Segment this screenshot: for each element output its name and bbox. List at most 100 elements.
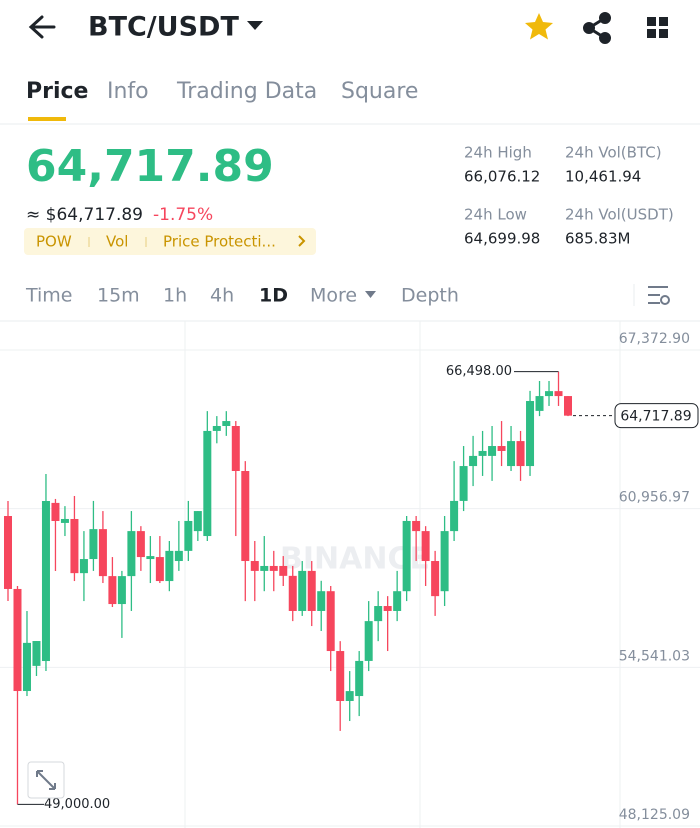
last-price-box bbox=[614, 403, 699, 429]
candle-body bbox=[146, 556, 155, 560]
tab-indicator bbox=[28, 117, 66, 121]
candle-body bbox=[545, 391, 554, 397]
interval[interactable]: Depth bbox=[401, 285, 459, 307]
tab[interactable]: Price bbox=[26, 79, 88, 104]
interval[interactable]: 4h bbox=[210, 285, 234, 307]
candle-body bbox=[488, 446, 497, 456]
y-tick-label: 48,125.09 bbox=[619, 807, 690, 823]
candle-body bbox=[288, 575, 297, 611]
candle-body bbox=[307, 570, 316, 611]
candle-body bbox=[326, 591, 335, 652]
candle-body bbox=[22, 642, 31, 692]
candle-body bbox=[478, 450, 487, 456]
candle-body bbox=[89, 529, 98, 560]
favorite-star[interactable] bbox=[525, 13, 553, 40]
candle-body bbox=[526, 401, 535, 467]
low-label: 49,000.00 bbox=[44, 797, 110, 812]
share-button[interactable] bbox=[583, 12, 611, 44]
candle-body bbox=[32, 641, 41, 666]
candle-body bbox=[374, 606, 383, 622]
pair-title[interactable]: BTC/USDT bbox=[88, 12, 239, 43]
stat-label: 24h Vol(BTC) bbox=[565, 144, 662, 162]
candle-body bbox=[51, 502, 60, 522]
candle-body bbox=[383, 606, 392, 611]
candle-body bbox=[402, 520, 411, 592]
candle-body bbox=[260, 565, 269, 571]
candle-body bbox=[516, 441, 525, 467]
candle-body bbox=[184, 520, 193, 551]
candle-body bbox=[450, 500, 459, 532]
candle-body bbox=[279, 565, 288, 576]
tab[interactable]: Info bbox=[107, 79, 149, 104]
candle-body bbox=[393, 591, 402, 611]
candle-body bbox=[345, 691, 354, 701]
candle-body bbox=[564, 396, 572, 416]
candle-body bbox=[250, 561, 259, 571]
stat-value: 685.83M bbox=[565, 230, 630, 248]
candle-body bbox=[155, 557, 164, 582]
y-tick-label: 54,541.03 bbox=[619, 648, 690, 664]
candle-body bbox=[165, 550, 174, 582]
stat-value: 10,461.94 bbox=[565, 168, 641, 186]
interval[interactable]: 1h bbox=[163, 285, 187, 307]
candle-body bbox=[127, 531, 136, 577]
last-price-label: 64,717.89 bbox=[620, 409, 691, 425]
candle-body bbox=[79, 559, 88, 574]
stat-label: 24h Vol(USDT) bbox=[565, 206, 674, 224]
tag-strip bbox=[24, 228, 316, 255]
tag-more[interactable] bbox=[298, 235, 306, 247]
candle-body bbox=[364, 621, 373, 661]
candle-body bbox=[13, 588, 22, 692]
candle-body bbox=[222, 421, 231, 426]
tab[interactable]: Trading Data bbox=[176, 79, 317, 104]
candle-body bbox=[60, 518, 69, 523]
candle-body bbox=[136, 531, 145, 558]
interval[interactable]: More bbox=[310, 285, 357, 307]
tag[interactable]: Price Protecti... bbox=[163, 233, 276, 251]
candle-body bbox=[193, 511, 202, 532]
tag[interactable]: POW bbox=[36, 233, 72, 251]
candle-body bbox=[70, 518, 79, 574]
candle-body bbox=[459, 466, 468, 501]
interval[interactable]: Time bbox=[25, 285, 73, 307]
usd-price: ≈ $64,717.89 bbox=[26, 205, 143, 225]
back-button[interactable] bbox=[28, 15, 56, 39]
y-tick-label: 60,956.97 bbox=[619, 490, 690, 506]
candle-body bbox=[336, 651, 345, 701]
tag[interactable]: Vol bbox=[106, 233, 128, 251]
price-change: -1.75% bbox=[153, 205, 213, 225]
candle-body bbox=[554, 391, 563, 397]
stat-label: 24h Low bbox=[464, 206, 527, 224]
more-dropdown[interactable] bbox=[365, 291, 376, 298]
candle-body bbox=[203, 430, 212, 537]
candle-body bbox=[98, 529, 107, 577]
candle-body bbox=[212, 425, 221, 431]
stat-value: 64,699.98 bbox=[464, 230, 540, 248]
interval[interactable]: 15m bbox=[97, 285, 140, 307]
chart-settings[interactable] bbox=[648, 286, 670, 305]
candle-body bbox=[298, 570, 307, 611]
candle-body bbox=[241, 471, 250, 562]
candle-body bbox=[535, 396, 544, 411]
candle-body bbox=[497, 446, 506, 451]
stat-value: 66,076.12 bbox=[464, 168, 540, 186]
interval[interactable]: 1D bbox=[259, 285, 288, 307]
candle-body bbox=[4, 516, 12, 589]
candle-body bbox=[431, 561, 440, 597]
layout-button[interactable] bbox=[647, 17, 668, 38]
y-tick-label: 67,372.90 bbox=[619, 331, 690, 347]
candle-body bbox=[231, 425, 240, 472]
tab[interactable]: Square bbox=[341, 79, 418, 104]
candle-body bbox=[174, 550, 183, 562]
candle-body bbox=[507, 441, 516, 467]
candle-body bbox=[317, 591, 326, 611]
candle-body bbox=[412, 520, 421, 532]
expand-button[interactable] bbox=[27, 761, 65, 799]
candle-body bbox=[355, 660, 364, 697]
high-label: 66,498.00 bbox=[446, 364, 512, 379]
candle-body bbox=[108, 576, 117, 605]
pair-dropdown[interactable] bbox=[247, 21, 263, 30]
candle-body bbox=[41, 500, 50, 662]
last-price: 64,717.89 bbox=[26, 141, 274, 192]
